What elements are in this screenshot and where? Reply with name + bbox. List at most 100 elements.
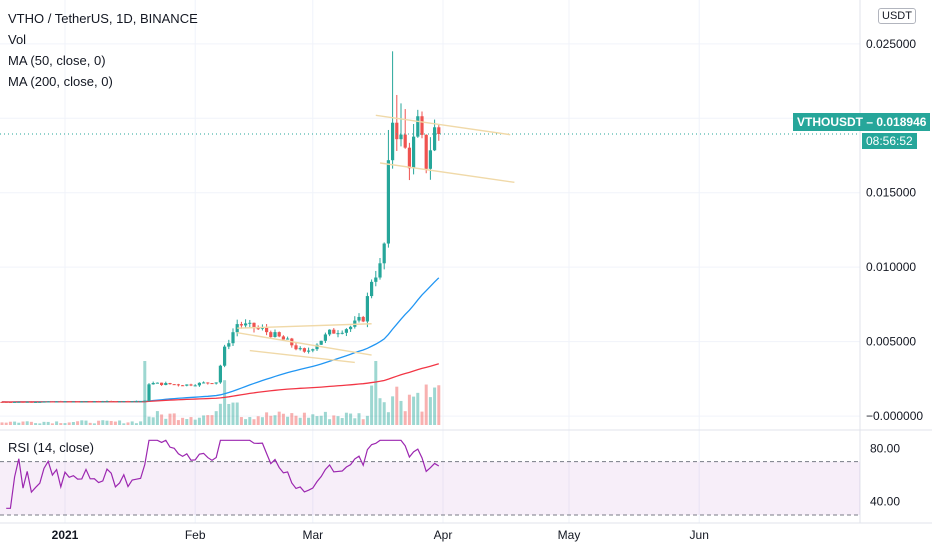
candle-body (407, 147, 411, 169)
volume-bar (17, 422, 21, 425)
candle-body (59, 401, 63, 403)
candle-body (307, 350, 311, 352)
rsi-indicator-label[interactable]: RSI (14, close) (8, 440, 94, 455)
candle-body (277, 332, 281, 337)
time-tick-label: Jun (690, 528, 709, 542)
volume-bar (92, 423, 96, 425)
volume-bar (185, 419, 189, 425)
candle-body (155, 382, 159, 384)
volume-bar (29, 421, 33, 425)
candle-body (181, 385, 185, 387)
volume-bar (155, 411, 159, 425)
volume-bar (97, 420, 101, 425)
candle-body (252, 322, 256, 329)
symbol-title[interactable]: VTHO / TetherUS, 1D, BINANCE (8, 11, 198, 26)
volume-bar (256, 416, 260, 425)
candle-body (193, 385, 197, 387)
candle-body (172, 384, 176, 386)
candle-body (332, 329, 336, 334)
volume-bar (71, 422, 75, 425)
candle-body (382, 243, 386, 264)
volume-bar (59, 423, 63, 425)
candle-body (265, 327, 269, 333)
candle-body (88, 401, 92, 403)
candle-body (210, 383, 214, 385)
volume-bar (147, 416, 151, 425)
candle-body (4, 401, 8, 403)
volume-bar (395, 386, 399, 425)
price-tick-label: 0.025000 (866, 37, 916, 51)
volume-bar (130, 421, 134, 425)
volume-bar (277, 411, 281, 425)
candle-body (160, 382, 164, 386)
candle-body (412, 136, 416, 169)
price-tick-label: 0.005000 (866, 335, 916, 349)
candle-body (67, 401, 71, 403)
volume-bar (34, 423, 38, 425)
volume-bar (311, 414, 315, 425)
time-tick-label: May (558, 528, 581, 542)
volume-bar (294, 415, 298, 425)
candle-body (130, 401, 134, 403)
candle-body (239, 324, 243, 326)
candle-body (218, 365, 222, 383)
volume-bar (420, 411, 424, 425)
candle-body (269, 332, 273, 338)
candle-body (151, 383, 155, 385)
volume-bar (437, 385, 441, 425)
candle-body (109, 401, 113, 403)
volume-bar (176, 420, 180, 425)
candle-body (311, 349, 315, 351)
candle-body (168, 383, 172, 385)
ma200-indicator-label[interactable]: MA (200, close, 0) (8, 74, 113, 89)
volume-bar (281, 413, 285, 425)
volume-bar (391, 396, 395, 425)
volume-bar (101, 420, 105, 425)
volume-bar (139, 421, 143, 425)
volume-bar (386, 412, 390, 425)
candle-body (143, 400, 147, 402)
ma50-indicator-label[interactable]: MA (50, close, 0) (8, 53, 106, 68)
volume-bar (239, 417, 243, 425)
volume-bar (0, 422, 4, 425)
candle-body (92, 401, 96, 403)
volume-bar (197, 417, 201, 425)
volume-bar (164, 418, 168, 425)
candle-body (323, 334, 327, 341)
candle-body (55, 401, 59, 403)
volume-bar (286, 416, 290, 425)
candle-body (134, 401, 138, 403)
volume-bar (210, 415, 214, 425)
volume-bar (105, 420, 109, 425)
candle-body (424, 134, 428, 169)
candle-body (202, 382, 206, 384)
candle-body (21, 401, 25, 403)
candle-body (391, 122, 395, 161)
volume-bar (202, 415, 206, 425)
volume-bar (227, 403, 231, 425)
volume-bar (46, 421, 50, 425)
volume-bar (55, 421, 59, 425)
candle-body (336, 333, 340, 335)
currency-button[interactable]: USDT (878, 8, 916, 24)
time-tick-label: Mar (302, 528, 323, 542)
candle-body (164, 383, 168, 386)
volume-bar (118, 420, 122, 425)
candle-body (63, 401, 67, 403)
volume-bar (63, 423, 67, 425)
volume-bar (206, 415, 210, 425)
volume-bar (193, 419, 197, 425)
vol-indicator-label[interactable]: Vol (8, 32, 27, 47)
volume-bar (76, 421, 80, 425)
volume-bar (323, 411, 327, 425)
candle-body (46, 401, 50, 403)
volume-bar (349, 413, 353, 425)
volume-bar (67, 422, 71, 425)
volume-bar (181, 417, 185, 425)
volume-bar (235, 402, 239, 425)
volume-bar (80, 420, 84, 425)
candle-body (38, 401, 42, 403)
candle-body (386, 160, 390, 244)
volume-bar (84, 420, 88, 425)
